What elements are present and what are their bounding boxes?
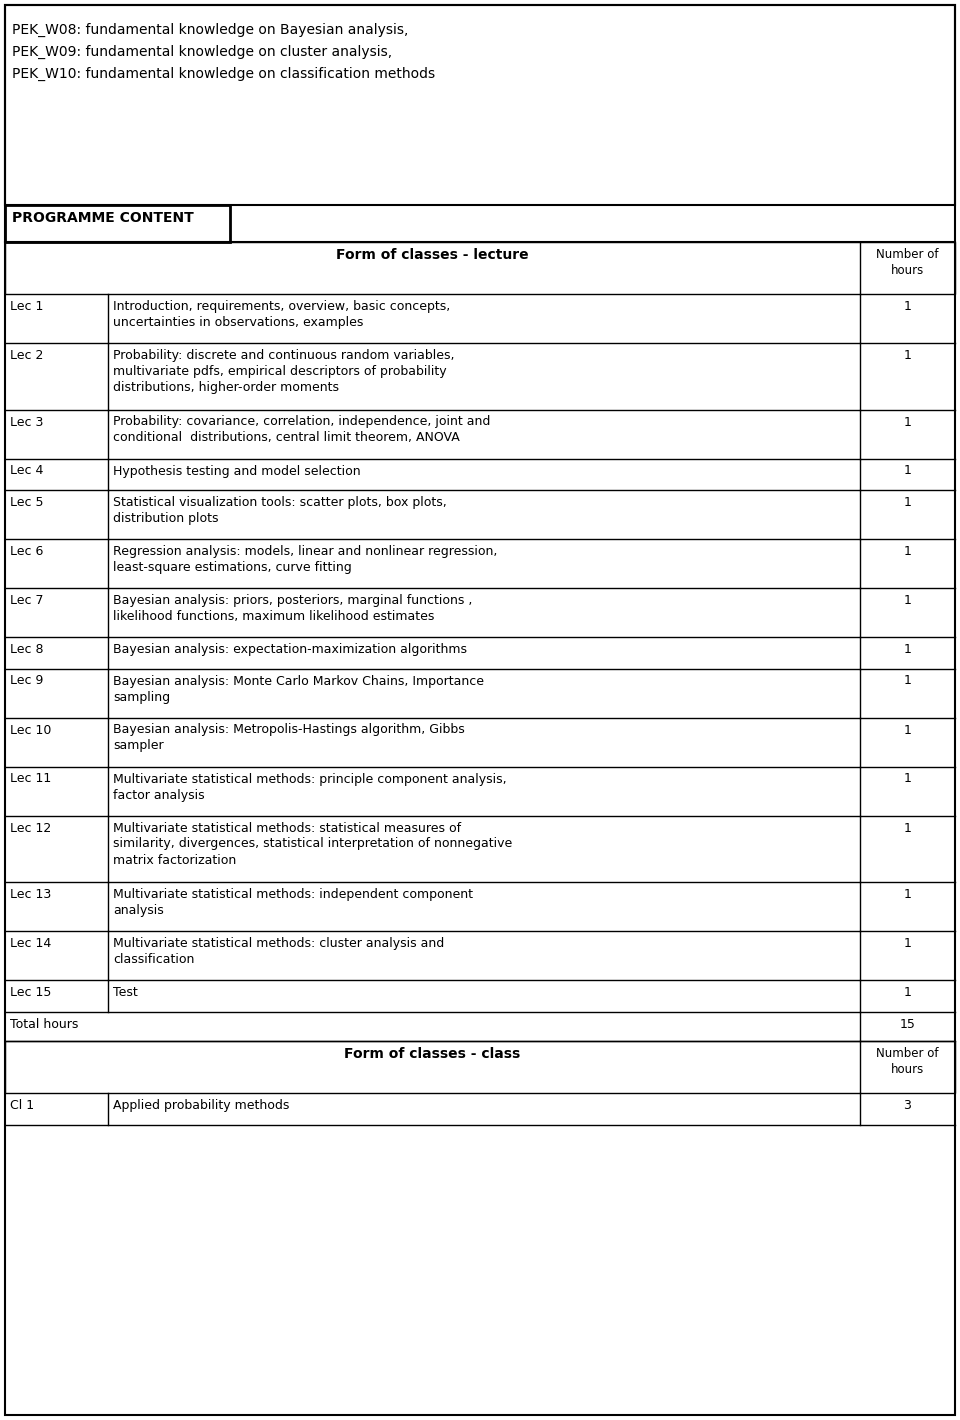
Text: 1: 1: [903, 594, 911, 606]
Text: Lec 5: Lec 5: [10, 496, 43, 508]
Text: Probability: covariance, correlation, independence, joint and
conditional  distr: Probability: covariance, correlation, in…: [113, 416, 491, 444]
Text: Bayesian analysis: priors, posteriors, marginal functions ,
likelihood functions: Bayesian analysis: priors, posteriors, m…: [113, 594, 472, 623]
Text: Lec 3: Lec 3: [10, 416, 43, 429]
Text: Multivariate statistical methods: independent component
analysis: Multivariate statistical methods: indepe…: [113, 888, 473, 917]
Text: Lec 4: Lec 4: [10, 464, 43, 477]
Text: Applied probability methods: Applied probability methods: [113, 1099, 289, 1112]
Text: 1: 1: [903, 772, 911, 785]
Text: Hypothesis testing and model selection: Hypothesis testing and model selection: [113, 464, 361, 477]
Text: 1: 1: [903, 674, 911, 687]
Text: Lec 15: Lec 15: [10, 985, 52, 1000]
Text: 1: 1: [903, 496, 911, 508]
Text: Lec 12: Lec 12: [10, 822, 51, 835]
Text: Multivariate statistical methods: principle component analysis,
factor analysis: Multivariate statistical methods: princi…: [113, 772, 507, 801]
Text: 1: 1: [903, 822, 911, 835]
Text: Lec 6: Lec 6: [10, 545, 43, 558]
Text: 1: 1: [903, 888, 911, 902]
Text: Form of classes - lecture: Form of classes - lecture: [336, 248, 529, 263]
Text: PROGRAMME CONTENT: PROGRAMME CONTENT: [12, 212, 194, 224]
Text: Lec 9: Lec 9: [10, 674, 43, 687]
Text: Statistical visualization tools: scatter plots, box plots,
distribution plots: Statistical visualization tools: scatter…: [113, 496, 446, 525]
Text: Multivariate statistical methods: cluster analysis and
classification: Multivariate statistical methods: cluste…: [113, 937, 444, 966]
Text: Lec 7: Lec 7: [10, 594, 43, 606]
Text: Cl 1: Cl 1: [10, 1099, 35, 1112]
Text: 1: 1: [903, 300, 911, 312]
Text: PEK_W10: fundamental knowledge on classification methods: PEK_W10: fundamental knowledge on classi…: [12, 67, 435, 81]
Text: Form of classes - class: Form of classes - class: [345, 1047, 520, 1061]
Text: Bayesian analysis: expectation-maximization algorithms: Bayesian analysis: expectation-maximizat…: [113, 643, 467, 656]
Text: Lec 14: Lec 14: [10, 937, 51, 950]
Bar: [5, 6, 955, 204]
Text: Number of
hours: Number of hours: [876, 248, 939, 277]
Text: 1: 1: [903, 545, 911, 558]
Text: Test: Test: [113, 985, 137, 1000]
Text: 1: 1: [903, 985, 911, 1000]
Text: Bayesian analysis: Metropolis-Hastings algorithm, Gibbs
sampler: Bayesian analysis: Metropolis-Hastings a…: [113, 724, 465, 753]
Text: Lec 1: Lec 1: [10, 300, 43, 312]
Text: 1: 1: [903, 937, 911, 950]
Text: Lec 13: Lec 13: [10, 888, 51, 902]
Text: 1: 1: [903, 643, 911, 656]
Text: PEK_W08: fundamental knowledge on Bayesian analysis,: PEK_W08: fundamental knowledge on Bayesi…: [12, 23, 408, 37]
Text: 3: 3: [903, 1099, 911, 1112]
Text: Lec 10: Lec 10: [10, 724, 52, 737]
Text: Lec 8: Lec 8: [10, 643, 43, 656]
Bar: [5, 204, 230, 241]
Text: PEK_W09: fundamental knowledge on cluster analysis,: PEK_W09: fundamental knowledge on cluste…: [12, 45, 392, 60]
Bar: [5, 1041, 955, 1093]
Text: Regression analysis: models, linear and nonlinear regression,
least-square estim: Regression analysis: models, linear and …: [113, 545, 497, 574]
Text: Lec 2: Lec 2: [10, 349, 43, 362]
Text: Lec 11: Lec 11: [10, 772, 51, 785]
Text: Total hours: Total hours: [10, 1018, 79, 1031]
Text: 1: 1: [903, 724, 911, 737]
Text: 15: 15: [900, 1018, 916, 1031]
Text: 1: 1: [903, 464, 911, 477]
Text: Bayesian analysis: Monte Carlo Markov Chains, Importance
sampling: Bayesian analysis: Monte Carlo Markov Ch…: [113, 674, 484, 703]
Text: 1: 1: [903, 416, 911, 429]
Text: Multivariate statistical methods: statistical measures of
similarity, divergence: Multivariate statistical methods: statis…: [113, 822, 513, 866]
Text: Probability: discrete and continuous random variables,
multivariate pdfs, empiri: Probability: discrete and continuous ran…: [113, 349, 454, 393]
Text: Introduction, requirements, overview, basic concepts,
uncertainties in observati: Introduction, requirements, overview, ba…: [113, 300, 450, 329]
Text: 1: 1: [903, 349, 911, 362]
Text: Number of
hours: Number of hours: [876, 1047, 939, 1076]
Bar: [5, 241, 955, 294]
